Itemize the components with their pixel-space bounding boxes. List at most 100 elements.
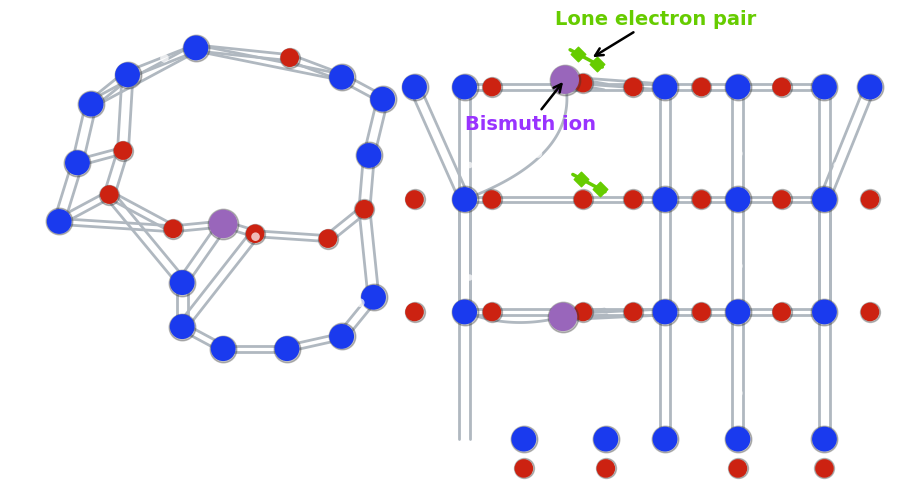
- Point: [804, 389, 818, 397]
- Point: [375, 96, 390, 104]
- Point: [576, 308, 590, 316]
- Point: [817, 84, 832, 92]
- Point: [817, 84, 832, 92]
- Point: [485, 84, 499, 92]
- Point: [863, 196, 877, 204]
- Point: [175, 323, 189, 331]
- Point: [681, 274, 695, 282]
- Point: [890, 38, 905, 46]
- Point: [576, 196, 590, 204]
- Point: [248, 277, 262, 285]
- Point: [571, 430, 586, 438]
- Point: [261, 0, 276, 7]
- Point: [774, 196, 789, 204]
- Point: [189, 45, 203, 53]
- Point: [248, 230, 262, 238]
- Point: [630, 162, 645, 170]
- Point: [576, 196, 590, 204]
- Point: [366, 294, 381, 302]
- Point: [70, 160, 85, 167]
- Point: [166, 225, 180, 233]
- Point: [890, 263, 905, 270]
- Point: [599, 435, 613, 443]
- Point: [774, 308, 789, 316]
- Point: [658, 435, 672, 443]
- Point: [407, 196, 422, 204]
- Point: [357, 206, 372, 214]
- Point: [407, 308, 422, 316]
- Point: [412, 172, 426, 180]
- Point: [462, 274, 476, 282]
- Point: [731, 84, 745, 92]
- Point: [731, 150, 745, 158]
- Point: [84, 101, 98, 109]
- Point: [749, 274, 763, 282]
- Point: [626, 84, 640, 92]
- Point: [120, 72, 135, 80]
- Point: [589, 61, 604, 69]
- Point: [170, 113, 185, 121]
- Point: [630, 274, 645, 282]
- Point: [817, 196, 832, 204]
- Point: [829, 274, 844, 282]
- Point: [863, 84, 877, 92]
- Point: [731, 435, 745, 443]
- Point: [626, 84, 640, 92]
- Point: [658, 308, 672, 316]
- Point: [539, 50, 554, 58]
- Point: [817, 435, 832, 443]
- Point: [334, 74, 349, 82]
- Point: [457, 308, 472, 316]
- Point: [658, 84, 672, 92]
- Point: [143, 114, 158, 122]
- Point: [52, 218, 67, 226]
- Point: [626, 308, 640, 316]
- Point: [817, 465, 832, 472]
- Point: [785, 430, 800, 438]
- Point: [407, 308, 422, 316]
- Point: [658, 435, 672, 443]
- Point: [731, 263, 745, 270]
- Point: [694, 84, 709, 92]
- Point: [694, 84, 709, 92]
- Point: [626, 196, 640, 204]
- Point: [216, 221, 230, 228]
- Point: [774, 308, 789, 316]
- Point: [480, 38, 495, 46]
- Point: [280, 345, 294, 353]
- Point: [774, 84, 789, 92]
- Text: Bismuth ion: Bismuth ion: [465, 85, 596, 134]
- Point: [289, 299, 303, 307]
- Point: [517, 435, 531, 443]
- Point: [407, 287, 422, 295]
- Point: [462, 162, 476, 170]
- Point: [731, 465, 745, 472]
- Text: Lone electron pair: Lone electron pair: [556, 10, 756, 57]
- Point: [829, 162, 844, 170]
- Point: [530, 38, 545, 46]
- Point: [70, 160, 85, 167]
- Point: [890, 389, 905, 397]
- Point: [558, 77, 572, 84]
- Point: [407, 28, 422, 36]
- Point: [157, 55, 171, 63]
- Point: [694, 308, 709, 316]
- Point: [731, 435, 745, 443]
- Point: [731, 389, 745, 397]
- Point: [407, 196, 422, 204]
- Point: [517, 465, 531, 472]
- Point: [804, 263, 818, 270]
- Point: [630, 46, 645, 54]
- Point: [84, 101, 98, 109]
- Point: [353, 299, 367, 307]
- Point: [694, 308, 709, 316]
- Point: [641, 24, 656, 32]
- Point: [556, 313, 570, 321]
- Point: [166, 225, 180, 233]
- Point: [804, 150, 818, 158]
- Point: [599, 465, 613, 472]
- Point: [530, 150, 545, 158]
- Point: [863, 84, 877, 92]
- Point: [817, 308, 832, 316]
- Point: [694, 196, 709, 204]
